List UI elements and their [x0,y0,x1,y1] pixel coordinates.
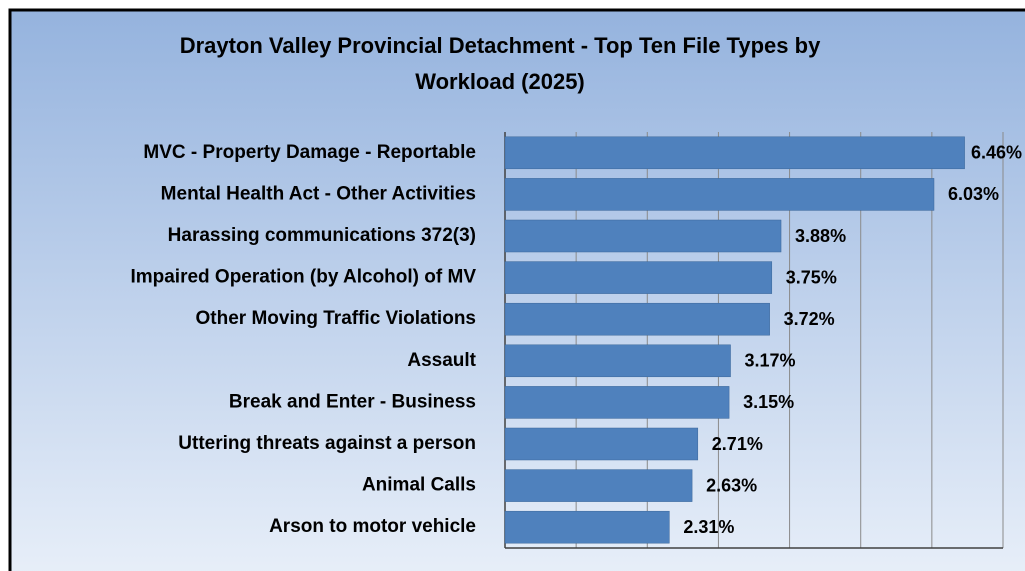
bar [504,386,730,419]
bar [504,136,965,170]
bar [504,219,782,253]
category-label: MVC - Property Damage - Reportable [143,142,476,163]
bar [504,344,731,378]
value-label: 6.46% [971,143,1022,163]
category-label: Assault [407,350,476,371]
value-label: 2.31% [683,517,734,537]
chart-title: Drayton Valley Provincial Detachment - T… [180,33,821,58]
chart-title: Workload (2025) [415,69,585,94]
bar [504,302,770,336]
value-label: 3.72% [784,309,835,329]
value-label: 3.17% [745,351,796,371]
category-label: Uttering threats against a person [178,433,476,454]
value-label: 3.15% [743,392,794,412]
value-label: 6.03% [948,184,999,204]
bar [504,510,670,544]
category-label: Harassing communications 372(3) [168,225,476,246]
category-label: Arson to motor vehicle [269,516,476,537]
bar [504,427,699,461]
category-label: Other Moving Traffic Violations [196,308,476,329]
category-label: Mental Health Act - Other Activities [161,183,476,204]
bar [504,178,935,211]
value-label: 3.88% [795,226,846,246]
category-label: Impaired Operation (by Alcohol) of MV [130,267,476,288]
value-label: 2.63% [706,475,757,495]
bar [504,261,773,294]
value-label: 2.71% [712,434,763,454]
bar [504,469,693,502]
category-label: Animal Calls [362,475,476,496]
category-label: Break and Enter - Business [229,391,476,412]
value-label: 3.75% [786,267,837,287]
